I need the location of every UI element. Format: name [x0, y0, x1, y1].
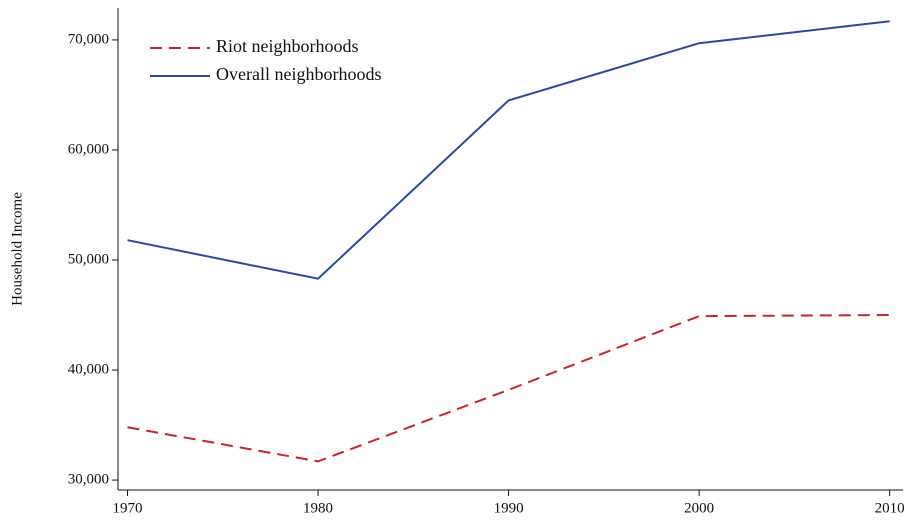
y-tick-label: 70,000	[68, 31, 109, 47]
y-tick-label: 40,000	[68, 361, 109, 377]
x-tick-label: 1970	[113, 500, 143, 516]
legend-label: Riot neighborhoods	[216, 36, 359, 56]
series-line	[127, 314, 890, 463]
y-tick-label: 30,000	[68, 472, 109, 488]
legend-label: Overall neighborhoods	[216, 64, 381, 84]
y-tick-label: 60,000	[68, 141, 109, 157]
x-tick-label: 1980	[303, 500, 333, 516]
y-tick-label: 50,000	[68, 251, 109, 267]
series-line	[127, 20, 890, 280]
x-tick-label: 1990	[494, 500, 524, 516]
x-tick-label: 2010	[875, 500, 905, 516]
y-axis-label: Household Income	[9, 192, 25, 306]
x-tick-label: 2000	[684, 500, 714, 516]
